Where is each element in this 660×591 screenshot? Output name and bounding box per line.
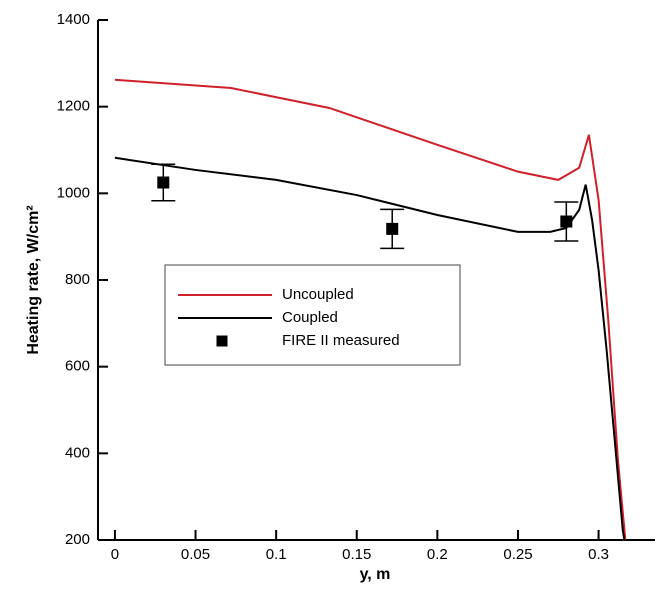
x-tick-label: 0.25 xyxy=(503,546,532,563)
y-tick-label: 400 xyxy=(65,444,90,461)
y-tick-label: 200 xyxy=(65,531,90,548)
line xyxy=(114,78,627,541)
marker xyxy=(386,222,399,235)
legend-box xyxy=(164,264,461,366)
legend-label: Coupled xyxy=(282,309,338,326)
y-tick-label: 1200 xyxy=(57,98,90,115)
legend-swatch xyxy=(216,335,228,347)
marker xyxy=(560,215,573,228)
legend-label: Uncoupled xyxy=(282,286,354,303)
x-tick-label: 0.3 xyxy=(588,546,609,563)
marker xyxy=(157,176,170,189)
y-tick-label: 1000 xyxy=(57,184,90,201)
x-axis-label: y, m xyxy=(360,566,391,583)
y-tick-label: 800 xyxy=(65,271,90,288)
x-tick-label: 0.15 xyxy=(342,546,371,563)
x-tick-label: 0.05 xyxy=(181,546,210,563)
x-tick-label: 0 xyxy=(111,546,119,563)
y-tick-label: 600 xyxy=(65,358,90,375)
y-axis-label: Heating rate, W/cm² xyxy=(25,205,42,354)
x-tick-label: 0.2 xyxy=(427,546,448,563)
y-tick-label: 1400 xyxy=(57,11,90,28)
x-tick-label: 0.1 xyxy=(266,546,287,563)
legend-label: FIRE II measured xyxy=(282,332,400,349)
line xyxy=(114,156,626,541)
